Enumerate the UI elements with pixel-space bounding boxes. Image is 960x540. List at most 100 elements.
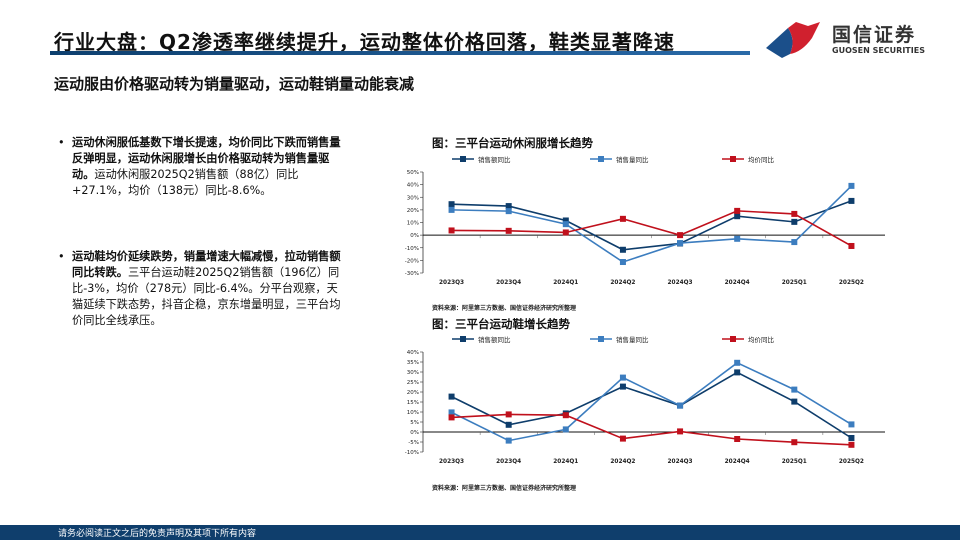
y-tick-label: -10% — [405, 450, 419, 456]
data-point — [734, 369, 741, 376]
page-subtitle: 运动服由价格驱动转为销量驱动，运动鞋销量动能衰减 — [54, 75, 415, 93]
y-tick-label: 20% — [407, 390, 419, 396]
y-tick-label: 40% — [407, 183, 419, 189]
legend-label: 销售额同比 — [478, 155, 511, 164]
chart-source: 资料来源：阿里第三方数据、国信证券经济研究所整理 — [432, 485, 577, 492]
data-point — [505, 203, 512, 210]
x-tick-label: 2025Q1 — [782, 459, 807, 465]
data-point — [734, 436, 741, 442]
x-tick-label: 2024Q4 — [725, 459, 750, 465]
x-tick-label: 2023Q3 — [439, 459, 464, 465]
title-divider — [50, 51, 750, 55]
x-tick-label: 2023Q4 — [496, 459, 521, 465]
y-tick-label: 10% — [407, 221, 419, 227]
y-tick-label: 5% — [410, 420, 419, 426]
data-point — [505, 421, 512, 428]
chart-title: 图：三平台运动休闲服增长趋势 — [432, 136, 593, 150]
data-point — [448, 227, 455, 234]
legend-marker — [730, 336, 736, 342]
data-point — [734, 235, 741, 242]
page-title: 行业大盘：Q2渗透率继续提升，运动整体价格回落，鞋类显著降速 — [54, 30, 675, 54]
y-tick-label: 0% — [410, 233, 419, 239]
x-tick-label: 2024Q3 — [668, 459, 693, 465]
y-tick-label: 20% — [407, 208, 419, 214]
data-point — [677, 232, 684, 239]
data-point — [848, 421, 855, 428]
data-point — [848, 441, 855, 448]
data-point — [505, 208, 512, 215]
data-point — [505, 227, 512, 234]
y-tick-label: -30% — [405, 271, 419, 277]
series-line — [451, 413, 852, 446]
bullet-list: 运动休闲服低基数下增长提速，均价同比下跌而销售量反弹明显，运动休闲服增长由价格驱… — [58, 135, 348, 379]
data-point — [619, 435, 626, 442]
x-tick-label: 2025Q2 — [839, 459, 864, 465]
legend-marker — [460, 156, 466, 162]
data-point — [448, 206, 455, 213]
logo-text-cn: 国信证券 — [832, 24, 917, 46]
series-line — [451, 185, 852, 263]
logo-text-en: GUOSEN SECURITIES — [832, 46, 925, 55]
legend-label: 均价同比 — [748, 335, 775, 344]
series-line — [451, 200, 852, 251]
x-tick-label: 2023Q3 — [439, 280, 464, 286]
data-point — [677, 240, 684, 247]
legend-marker — [460, 336, 466, 342]
bullet-bold: 运动休闲服低基数下增长提速，均价同比下跌而销售量反弹明显，运动休闲服增长由价格驱… — [72, 136, 341, 181]
legend-marker — [730, 156, 736, 162]
legend-label: 销售额同比 — [478, 335, 511, 344]
logo-mark-icon — [766, 22, 820, 58]
bullet-bold: 运动鞋均价延续跌势，销量增速大幅减慢，拉动销售额同比转跌。 — [72, 250, 341, 279]
data-point — [619, 374, 626, 381]
y-tick-label: -20% — [405, 258, 419, 264]
y-tick-label: 25% — [407, 380, 419, 386]
y-tick-label: 40% — [407, 350, 419, 356]
legend-marker — [598, 156, 604, 162]
data-point — [848, 242, 855, 249]
y-tick-label: 15% — [407, 400, 419, 406]
x-tick-label: 2025Q1 — [782, 280, 807, 286]
y-tick-label: 0% — [410, 430, 419, 436]
y-tick-label: 50% — [407, 170, 419, 176]
bullet-text: 三平台运动鞋2025Q2销售额（196亿）同比-3%，均价（278元）同比-6.… — [72, 266, 341, 327]
data-point — [562, 229, 569, 236]
x-tick-label: 2024Q1 — [553, 459, 578, 465]
chart-title: 图：三平台运动鞋增长趋势 — [432, 317, 570, 331]
data-point — [619, 215, 626, 222]
data-point — [791, 239, 798, 246]
data-point — [734, 207, 741, 214]
disclaimer-text: 请务必阅读正文之后的免责声明及其项下所有内容 — [58, 529, 257, 539]
series-line — [451, 371, 852, 439]
y-tick-label: 30% — [407, 370, 419, 376]
data-point — [791, 210, 798, 217]
data-point — [677, 428, 684, 435]
y-tick-label: 30% — [407, 195, 419, 201]
data-point — [677, 402, 684, 409]
series-line — [451, 361, 852, 442]
data-point — [562, 221, 569, 228]
chart-svg: 销售额同比 销售量同比 均价同比 -10% -5% 0% 5% 10% 15% 20% 25% 30%… — [405, 335, 885, 465]
x-tick-label: 2024Q4 — [725, 280, 750, 286]
x-tick-label: 2024Q3 — [668, 280, 693, 286]
data-point — [448, 409, 455, 416]
y-tick-label: 35% — [407, 360, 419, 366]
data-point — [848, 435, 855, 441]
data-point — [734, 213, 741, 220]
y-tick-label: -5% — [408, 440, 419, 446]
legend-label: 销售量同比 — [616, 155, 649, 164]
x-tick-label: 2024Q2 — [610, 280, 635, 286]
data-point — [619, 246, 626, 253]
data-point — [448, 201, 455, 208]
bullet-text: 运动休闲服2025Q2销售额（88亿）同比+27.1%，均价（138元）同比-8… — [72, 168, 299, 197]
chart-apparel: 图：三平台运动休闲服增长趋势 销售额同比 销售量同比 均价同比 -30% -20% -10… — [400, 133, 890, 313]
x-tick-label: 2025Q2 — [839, 280, 864, 286]
data-point — [619, 259, 626, 266]
data-point — [791, 398, 798, 405]
data-point — [562, 217, 569, 224]
data-point — [791, 439, 798, 446]
x-tick-label: 2024Q1 — [553, 280, 578, 286]
bullet-footwear: 运动鞋均价延续跌势，销量增速大幅减慢，拉动销售额同比转跌。三平台运动鞋2025Q… — [58, 249, 348, 329]
data-point — [619, 383, 626, 390]
chart-footwear: 图：三平台运动鞋增长趋势 销售额同比 销售量同比 均价同比 -10% -5% 0% 5% 10… — [400, 314, 890, 494]
data-point — [791, 386, 798, 393]
